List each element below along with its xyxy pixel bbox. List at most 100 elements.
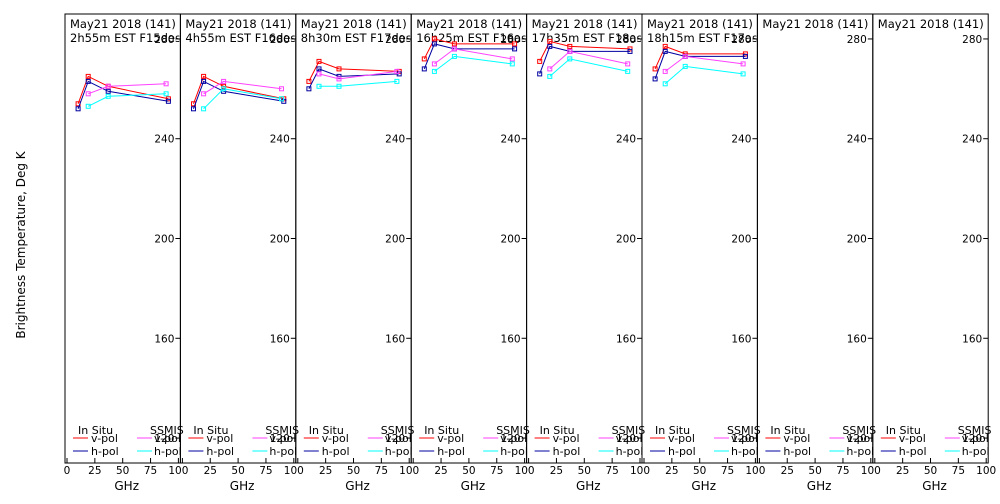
data-point xyxy=(625,61,631,67)
data-point xyxy=(662,81,668,87)
legend-label: h-pol xyxy=(553,445,581,458)
series-line xyxy=(77,75,169,104)
data-point xyxy=(85,78,91,84)
legend-header-ssmis: SSMIS xyxy=(958,424,992,437)
series-line xyxy=(654,50,746,80)
y-tick-label: 120 xyxy=(385,433,405,445)
data-point xyxy=(451,41,457,47)
data-point xyxy=(85,91,91,97)
series-line xyxy=(203,88,282,110)
legend-label: h-pol xyxy=(731,445,759,458)
series-line xyxy=(87,93,167,107)
x-tick-label: 50 xyxy=(116,465,129,477)
series-line xyxy=(539,45,630,75)
y-tick-label: 160 xyxy=(501,333,521,345)
x-tick-label: 25 xyxy=(896,465,909,477)
panel-subtitle: 4h55m EST F16des xyxy=(185,31,296,45)
x-tick-label: 25 xyxy=(434,465,447,477)
x-tick-label: 75 xyxy=(721,465,734,477)
x-tick-label: 25 xyxy=(204,465,217,477)
y-tick-label: 240 xyxy=(616,134,636,146)
panel-subtitle: 17h35m EST F18asc xyxy=(532,31,649,45)
legend-label: v-pol xyxy=(154,432,181,445)
y-tick-label: 200 xyxy=(385,234,405,246)
legend-label: v-pol xyxy=(899,432,926,445)
legend-label: v-pol xyxy=(553,432,580,445)
data-point xyxy=(75,106,81,112)
legend-label: h-pol xyxy=(899,445,927,458)
x-tick-label: 50 xyxy=(462,465,475,477)
series-line xyxy=(664,65,744,85)
data-point xyxy=(567,48,573,54)
series-line xyxy=(88,83,167,95)
y-tick-label: 200 xyxy=(616,234,636,246)
data-point xyxy=(336,76,342,82)
x-tick-label: 0 xyxy=(64,465,71,477)
x-tick-label: 75 xyxy=(144,465,157,477)
data-point xyxy=(316,66,322,72)
series-line xyxy=(664,55,744,72)
legend-label: h-pol xyxy=(668,445,696,458)
legend-label: v-pol xyxy=(269,432,296,445)
data-point xyxy=(625,68,631,74)
data-point xyxy=(85,103,91,109)
data-point xyxy=(547,73,553,79)
data-point xyxy=(512,41,518,47)
x-tick-label: 75 xyxy=(605,465,618,477)
x-tick-label: 25 xyxy=(88,465,101,477)
panel-title: May21 2018 (141) xyxy=(301,17,407,31)
legend-header-ssmis: SSMIS xyxy=(727,424,761,437)
data-point xyxy=(431,61,437,67)
legend-label: v-pol xyxy=(616,432,643,445)
data-point xyxy=(163,91,169,97)
y-tick-label: 200 xyxy=(962,234,982,246)
data-point xyxy=(567,43,573,49)
y-tick-label: 240 xyxy=(731,134,751,146)
y-tick-label: 160 xyxy=(847,333,867,345)
x-axis-label: GHz xyxy=(576,479,601,493)
legend-label: v-pol xyxy=(385,432,412,445)
data-point xyxy=(201,91,207,97)
data-point xyxy=(431,41,437,47)
y-tick-label: 280 xyxy=(847,34,867,46)
data-point xyxy=(567,56,573,62)
data-point xyxy=(421,56,427,62)
y-tick-label: 200 xyxy=(154,234,174,246)
data-point xyxy=(306,86,312,92)
series-line xyxy=(423,38,515,60)
y-tick-label: 240 xyxy=(847,134,867,146)
x-axis-label: GHz xyxy=(922,479,947,493)
series-line xyxy=(434,48,513,65)
legend-header-ssmis: SSMIS xyxy=(150,424,184,437)
x-tick-label: 100 xyxy=(745,465,765,477)
y-tick-label: 240 xyxy=(501,134,521,146)
x-tick-label: 25 xyxy=(319,465,332,477)
y-tick-label: 160 xyxy=(962,333,982,345)
y-tick-label: 200 xyxy=(270,234,290,246)
data-point xyxy=(316,83,322,89)
y-tick-label: 160 xyxy=(731,333,751,345)
y-tick-label: 280 xyxy=(154,34,174,46)
legend-header-insitu: In Situ xyxy=(886,424,921,437)
x-tick-label: 100 xyxy=(630,465,650,477)
y-axis-label: Brightness Temperature, Deg K xyxy=(14,150,28,338)
y-tick-label: 120 xyxy=(962,433,982,445)
data-point xyxy=(279,86,284,92)
y-tick-label: 200 xyxy=(501,234,521,246)
data-point xyxy=(431,68,437,74)
legend-label: h-pol xyxy=(91,445,119,458)
x-tick-label: 50 xyxy=(808,465,821,477)
legend-header-insitu: In Situ xyxy=(540,424,575,437)
panel-subtitle: 18h15m EST F17asc xyxy=(647,31,764,45)
legend-label: h-pol xyxy=(437,445,465,458)
data-point xyxy=(105,83,111,89)
data-point xyxy=(451,53,457,59)
data-point xyxy=(742,53,748,59)
data-point xyxy=(105,93,111,99)
data-point xyxy=(662,43,668,49)
x-axis-label: GHz xyxy=(461,479,486,493)
legend-header-insitu: In Situ xyxy=(193,424,228,437)
x-tick-label: 75 xyxy=(952,465,965,477)
